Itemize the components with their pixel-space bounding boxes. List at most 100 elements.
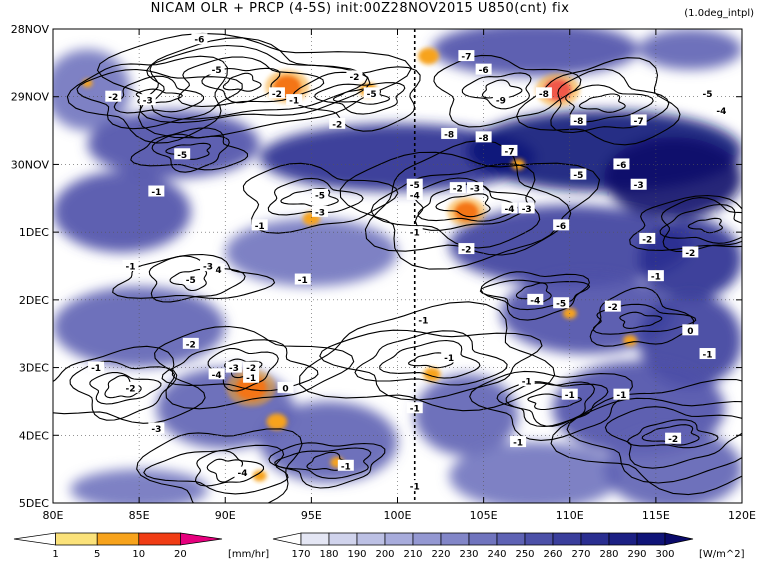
olr-patch — [225, 218, 398, 287]
contour-label-bg — [415, 314, 432, 326]
contour-label-bg — [713, 104, 730, 116]
contour-line — [135, 88, 183, 105]
contour-label: -4 — [212, 371, 222, 381]
contour-label: -4 — [716, 107, 726, 117]
u850-contours — [53, 32, 742, 503]
grid-lines — [53, 29, 742, 503]
contour-line — [435, 193, 491, 218]
colorbar-swatch — [328, 532, 358, 546]
contour-label: -5 — [410, 181, 420, 191]
contour-label: -2 — [108, 93, 118, 103]
contour-line — [629, 194, 742, 251]
contour-label-bg — [630, 178, 647, 190]
precip-patch — [266, 413, 288, 431]
contour-line — [433, 54, 582, 128]
contour-label-bg — [613, 158, 630, 170]
contour-label: -2 — [126, 384, 136, 394]
contour-label: -8 — [444, 130, 454, 140]
contour-label-bg — [88, 361, 105, 373]
contour-label-bg — [182, 273, 199, 285]
colorbar-swatch — [636, 532, 666, 546]
y-tick-label: 3DEC — [19, 362, 49, 375]
contour-label: -5 — [212, 66, 222, 76]
colorbar-swatch — [300, 532, 330, 546]
contour-line — [143, 444, 289, 495]
contour-label-bg — [475, 63, 492, 75]
chart-subtitle: (1.0deg_intpl) — [684, 8, 754, 19]
contour-label: -1 — [410, 229, 420, 239]
contour-label: -7 — [634, 117, 644, 127]
contour-label-bg — [467, 182, 484, 194]
contour-label-bg — [441, 127, 458, 139]
contour-label: -1 — [513, 439, 523, 449]
contour-label-bg — [139, 94, 156, 106]
colorbar-swatch — [356, 532, 386, 546]
colorbar-swatch — [412, 532, 442, 546]
colorbar-swatch — [664, 532, 694, 546]
contour-label: -1 — [410, 405, 420, 415]
contour-label: -5 — [703, 90, 713, 100]
contour-label: -1 — [246, 374, 256, 384]
precip-patch — [623, 334, 637, 346]
contour-line — [626, 419, 719, 449]
contour-label-bg — [337, 459, 354, 471]
contour-line — [194, 450, 265, 487]
contour-label-bg — [682, 324, 699, 336]
colorbar-label: 290 — [627, 549, 646, 560]
contour-label-bg — [682, 246, 699, 258]
olr-colorbar: 170 180 190 200 210 220 230 240 250 260 270 280 290 3… — [272, 532, 745, 560]
contour-line — [660, 197, 742, 253]
contour-label: -4 — [504, 205, 514, 215]
olr-patch — [638, 218, 742, 300]
contour-label: -6 — [194, 36, 204, 46]
contour-line — [592, 303, 697, 335]
contour-label-bg — [311, 188, 328, 200]
colorbar-swatch — [55, 532, 98, 546]
contour-line — [687, 217, 723, 234]
contour-label: -4 — [530, 296, 540, 306]
contour-label: -3 — [315, 208, 325, 218]
contour-label-bg — [406, 226, 423, 238]
colorbar-label: 240 — [487, 549, 506, 560]
contour-label-bg — [604, 300, 621, 312]
contour-label-bg — [406, 178, 423, 190]
colorbar-label: 270 — [571, 549, 590, 560]
contour-label-bg — [449, 182, 466, 194]
precip-patch — [423, 367, 441, 382]
x-tick-label: 105E — [470, 509, 498, 522]
contour-label: -3 — [470, 185, 480, 195]
contour-label-bg — [492, 94, 509, 106]
contour-label: -2 — [246, 364, 256, 374]
contour-label: -8 — [479, 134, 489, 144]
contour-label-bg — [561, 388, 578, 400]
contour-label-bg — [475, 131, 492, 143]
contour-label: -1 — [418, 317, 428, 327]
colorbar-swatch — [468, 532, 498, 546]
contour-line — [146, 44, 369, 120]
contour-label-bg — [208, 263, 225, 275]
y-tick-label: 29NOV — [11, 91, 50, 104]
contour-line — [69, 360, 178, 421]
x-tick-label: 90E — [215, 509, 236, 522]
contour-line — [379, 339, 481, 379]
contour-line — [89, 372, 162, 405]
contour-label-bg — [501, 202, 518, 214]
contour-label: -2 — [453, 185, 463, 195]
contour-label: -8 — [573, 117, 583, 127]
colorbar-unit: [W/m^2] — [699, 549, 745, 560]
colorbar-label: 220 — [431, 549, 450, 560]
contour-line — [550, 68, 670, 134]
contour-label: -6 — [479, 66, 489, 76]
contour-label-bg — [458, 243, 475, 255]
colorbar-swatch — [384, 532, 414, 546]
colorbar-swatch — [138, 532, 181, 546]
contour-line — [496, 381, 609, 428]
x-tick-label: 110E — [556, 509, 584, 522]
colorbar-label: 230 — [459, 549, 478, 560]
contour-label: -7 — [504, 147, 514, 157]
contour-label: -5 — [556, 300, 566, 310]
contour-line — [53, 345, 206, 424]
precip-halo — [447, 197, 486, 227]
contour-labels: -6-5-3-2-5-1-2-1-2-2-5-7-6-9-8-8 -8-7-8 -7… — [88, 33, 730, 493]
